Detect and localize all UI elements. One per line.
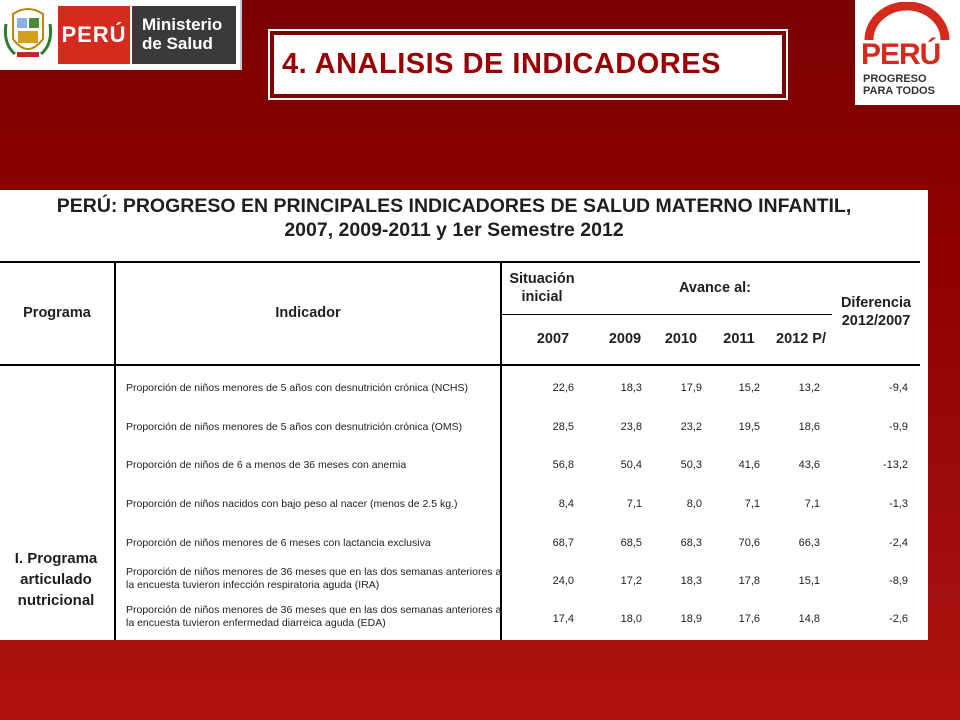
cell-value: 41,6 xyxy=(738,459,760,471)
coat-of-arms-icon xyxy=(3,8,53,57)
header-diferencia: Diferencia 2012/2007 xyxy=(836,294,916,330)
cell-value: 19,5 xyxy=(738,421,760,433)
peru-logo: PERÚ xyxy=(58,6,130,64)
header-year-2009: 2009 xyxy=(608,331,642,347)
cell-value: 17,9 xyxy=(680,382,702,394)
program-label: I. Programa articulado nutricional xyxy=(4,548,108,611)
logo-tagline: PROGRESO PARA TODOS xyxy=(863,73,935,97)
table-row-indicator: Proporción de niños menores de 36 meses … xyxy=(126,566,506,592)
rule-col-programa xyxy=(114,261,116,640)
cell-value: 7,1 xyxy=(626,498,642,510)
indicator-line-1: Proporción de niños menores de 36 meses … xyxy=(126,604,502,616)
cell-value: 17,4 xyxy=(552,613,574,625)
cell-value: 18,6 xyxy=(798,421,820,433)
rule-col-indicador xyxy=(500,261,502,640)
cell-value: 7,1 xyxy=(804,498,820,510)
header-programa: Programa xyxy=(23,305,91,321)
header-year-2010: 2010 xyxy=(664,331,698,347)
rule-header-bottom xyxy=(0,364,920,366)
cell-value: 68,3 xyxy=(680,537,702,549)
cell-value: 17,2 xyxy=(620,575,642,587)
header-situacion-1: Situación xyxy=(509,271,575,287)
cell-value: -2,4 xyxy=(889,537,908,549)
header-indicador: Indicador xyxy=(275,305,341,321)
cell-value: 50,4 xyxy=(620,459,642,471)
cell-value: 28,5 xyxy=(552,421,574,433)
cell-value: -9,4 xyxy=(889,382,908,394)
logo-peru-text: PERÚ xyxy=(861,38,941,71)
cell-value: 17,6 xyxy=(738,613,760,625)
ministry-line-1: Ministerio xyxy=(142,15,223,34)
indicator-table: PERÚ: PROGRESO EN PRINCIPALES INDICADORE… xyxy=(0,190,928,640)
ministry-logo: Ministerio de Salud xyxy=(132,6,236,64)
table-title: PERÚ: PROGRESO EN PRINCIPALES INDICADORE… xyxy=(0,190,908,242)
program-line-2: articulado xyxy=(20,571,92,588)
cell-value: 68,5 xyxy=(620,537,642,549)
ministry-line-2: de Salud xyxy=(142,34,213,53)
table-row-indicator: Proporción de niños nacidos con bajo pes… xyxy=(126,498,458,510)
cell-value: 70,6 xyxy=(738,537,760,549)
program-line-3: nutricional xyxy=(17,592,95,609)
cell-value: -13,2 xyxy=(882,459,908,471)
cell-value: 68,7 xyxy=(552,537,574,549)
logo-arc-icon xyxy=(864,2,950,41)
cell-value: 14,8 xyxy=(798,613,820,625)
cell-value: 24,0 xyxy=(552,575,574,587)
header-situacion: Situación inicial xyxy=(502,270,582,306)
logo-tagline-2: PARA TODOS xyxy=(863,85,935,97)
indicator-line-2: la encuesta tuvieron enfermedad diarreic… xyxy=(126,617,386,629)
header-situacion-2: inicial xyxy=(521,289,563,305)
cell-value: 50,3 xyxy=(680,459,702,471)
cell-value: 66,3 xyxy=(798,537,820,549)
cell-value: 18,9 xyxy=(680,613,702,625)
table-row-indicator: Proporción de niños menores de 5 años co… xyxy=(126,382,469,394)
logo-tagline-1: PROGRESO xyxy=(863,73,927,85)
rule-year-divider xyxy=(502,314,832,315)
slide-title: 4. ANALISIS DE INDICADORES xyxy=(274,35,782,94)
cell-value: 23,2 xyxy=(680,421,702,433)
header-diferencia-1: Diferencia xyxy=(840,295,912,311)
indicator-line-2: la encuesta tuvieron infección respirato… xyxy=(126,579,380,591)
cell-value: 23,8 xyxy=(620,421,642,433)
cell-value: -9,9 xyxy=(889,421,908,433)
cell-value: 15,1 xyxy=(798,575,820,587)
cell-value: -2,6 xyxy=(889,613,908,625)
cell-value: 17,8 xyxy=(738,575,760,587)
header-diferencia-2: 2012/2007 xyxy=(841,313,911,329)
header-logo-block: PERÚ Ministerio de Salud xyxy=(0,0,242,70)
cell-value: 43,6 xyxy=(798,459,820,471)
cell-value: 8,0 xyxy=(686,498,702,510)
cell-value: 8,4 xyxy=(558,498,574,510)
cell-value: 22,6 xyxy=(552,382,574,394)
header-year-2011: 2011 xyxy=(723,331,755,347)
table-row-indicator: Proporción de niños menores de 6 meses c… xyxy=(126,537,431,549)
header-year-2012: 2012 P/ xyxy=(776,331,826,347)
indicator-line-1: Proporción de niños menores de 36 meses … xyxy=(126,566,502,578)
cell-value: 56,8 xyxy=(552,459,574,471)
table-row-indicator: Proporción de niños menores de 36 meses … xyxy=(126,604,506,630)
header-year-2007: 2007 xyxy=(536,331,570,347)
header-avance: Avance al: xyxy=(679,280,751,296)
table-title-line-2: 2007, 2009-2011 y 1er Semestre 2012 xyxy=(284,219,624,241)
rule-top xyxy=(0,261,920,263)
cell-value: 7,1 xyxy=(744,498,760,510)
peru-progreso-logo: PERÚ PROGRESO PARA TODOS xyxy=(855,0,960,105)
cell-value: 18,3 xyxy=(620,382,642,394)
table-row-indicator: Proporción de niños menores de 5 años co… xyxy=(126,421,463,433)
cell-value: 18,0 xyxy=(620,613,642,625)
cell-value: 18,3 xyxy=(680,575,702,587)
program-line-1: I. Programa xyxy=(14,550,98,567)
slide-title-frame: 4. ANALISIS DE INDICADORES xyxy=(268,29,788,100)
cell-value: -8,9 xyxy=(889,575,908,587)
cell-value: 15,2 xyxy=(738,382,760,394)
cell-value: -1,3 xyxy=(889,498,908,510)
table-title-line-1: PERÚ: PROGRESO EN PRINCIPALES INDICADORE… xyxy=(56,195,852,217)
cell-value: 13,2 xyxy=(798,382,820,394)
table-row-indicator: Proporción de niños de 6 a menos de 36 m… xyxy=(126,459,407,471)
